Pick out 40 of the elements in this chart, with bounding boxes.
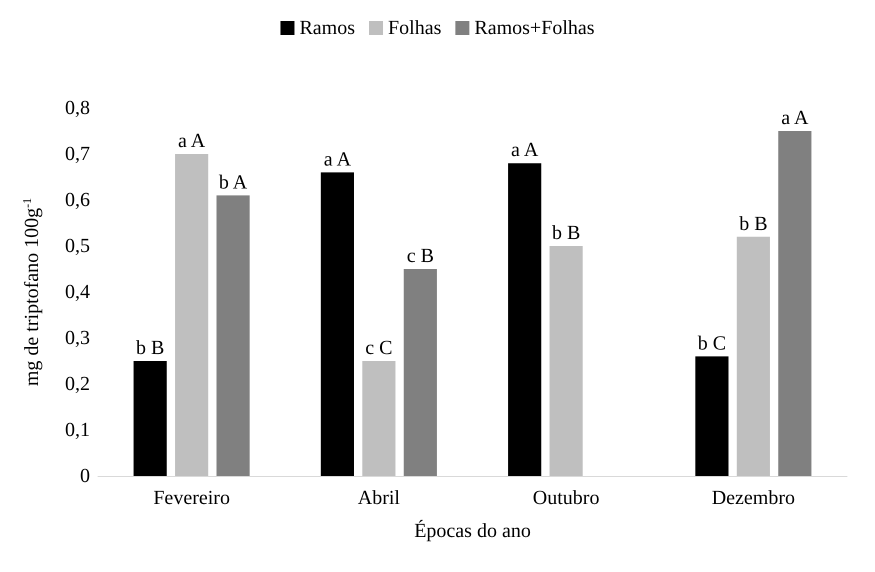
x-axis-title: Épocas do ano xyxy=(414,519,531,542)
bar xyxy=(134,361,167,476)
bar xyxy=(320,172,354,476)
bar xyxy=(404,269,437,476)
y-tick-label: 0,8 xyxy=(65,97,90,119)
y-tick-label: 0,6 xyxy=(65,189,90,211)
y-tick-label: 0,7 xyxy=(65,143,90,165)
x-tick-label: Outubro xyxy=(532,487,600,509)
y-tick-label: 0 xyxy=(80,465,90,487)
y-tick-label: 0,4 xyxy=(65,281,90,303)
legend-label: Ramos xyxy=(299,17,356,39)
data-label: a A xyxy=(178,130,206,152)
y-tick-label: 0,1 xyxy=(65,419,90,441)
data-label: a A xyxy=(781,107,809,129)
y-axis-title: mg de triptofano 100g-1 xyxy=(20,198,43,386)
data-label: c C xyxy=(365,337,392,359)
bar xyxy=(550,246,583,476)
bar xyxy=(736,236,770,476)
bar xyxy=(362,361,396,476)
data-label: b B xyxy=(136,337,164,359)
x-tick-label: Fevereiro xyxy=(153,487,230,509)
bar xyxy=(508,163,542,476)
bar xyxy=(175,154,208,476)
y-tick-label: 0,5 xyxy=(65,235,90,257)
data-label: c B xyxy=(406,245,434,267)
bar xyxy=(695,356,728,476)
bar xyxy=(216,195,250,476)
y-tick-label: 0,3 xyxy=(65,327,90,349)
data-label: b C xyxy=(698,332,726,354)
y-tick-label: 0,2 xyxy=(65,373,90,395)
data-label: b A xyxy=(218,171,248,194)
legend-label: Ramos+Folhas xyxy=(474,17,595,39)
legend-label: Folhas xyxy=(388,17,442,39)
bar xyxy=(778,131,812,476)
data-label: b B xyxy=(739,212,768,235)
x-tick-label: Dezembro xyxy=(712,487,796,509)
data-label: a A xyxy=(511,139,539,162)
data-label: a A xyxy=(324,148,352,170)
x-tick-label: Abril xyxy=(358,487,400,509)
data-label: b B xyxy=(552,222,580,244)
